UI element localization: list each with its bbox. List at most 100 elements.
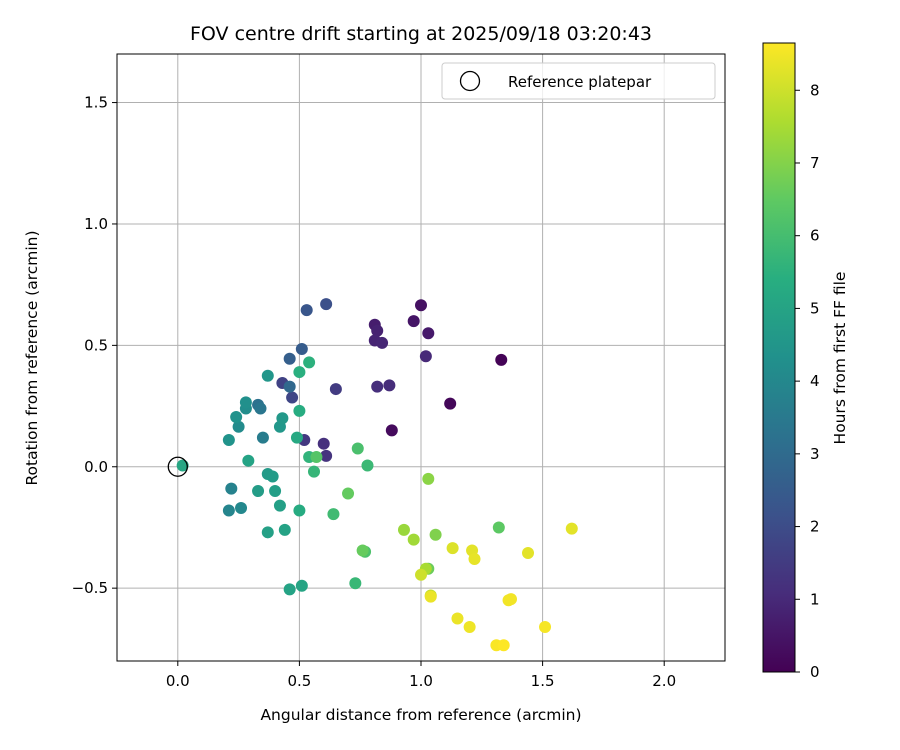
colorbar-frame	[762, 42, 796, 673]
data-point	[468, 553, 481, 566]
data-point	[451, 612, 464, 625]
colorbar	[763, 43, 795, 672]
data-point	[327, 508, 340, 521]
data-point	[351, 442, 364, 455]
x-axis-label: Angular distance from reference (arcmin)	[260, 706, 581, 724]
data-point	[415, 568, 427, 581]
data-point	[266, 470, 279, 483]
data-point	[310, 451, 323, 464]
colorbar-tick-label: 4	[810, 372, 820, 390]
data-point	[497, 639, 510, 652]
data-point	[222, 504, 235, 517]
colorbar-tick-label: 2	[810, 518, 820, 536]
data-point	[293, 404, 306, 417]
data-point	[273, 499, 286, 512]
legend-box	[441, 62, 716, 100]
data-point	[222, 434, 235, 447]
data-point	[407, 533, 420, 546]
data-point	[252, 485, 265, 498]
data-point	[320, 298, 333, 311]
data-point	[424, 590, 437, 603]
data-point	[225, 482, 238, 495]
reference-marker-layer	[167, 456, 188, 477]
data-point	[361, 459, 374, 472]
x-tick-label: 0.0	[166, 672, 190, 690]
data-point	[356, 544, 369, 557]
data-point	[349, 577, 362, 590]
y-tick-label: 0.0	[84, 458, 108, 476]
reference-platepar-marker	[167, 456, 188, 477]
colorbar-tick-label: 7	[810, 154, 820, 172]
data-point	[278, 523, 291, 536]
data-point	[383, 379, 396, 392]
colorbar-tick-label: 8	[810, 81, 820, 99]
data-point	[565, 522, 578, 535]
data-point	[290, 431, 303, 444]
data-point	[342, 487, 355, 500]
data-point	[261, 369, 274, 382]
data-point	[446, 542, 459, 555]
y-tick-label: 1.0	[84, 215, 108, 233]
x-tick-label: 2.0	[652, 672, 676, 690]
data-point	[276, 412, 289, 425]
data-point	[256, 431, 269, 444]
data-point	[407, 315, 420, 328]
data-point	[492, 521, 505, 534]
data-point	[320, 449, 333, 462]
data-point	[419, 350, 432, 363]
legend-reference-marker	[459, 70, 481, 92]
x-tick-label: 0.5	[287, 672, 311, 690]
data-point	[329, 383, 342, 396]
colorbar-ticks: 0 1 2 3 4 5 6 7 8	[795, 81, 820, 681]
y-tick-label: −0.5	[72, 579, 108, 597]
legend-label-reference: Reference platepar	[508, 73, 652, 91]
data-point	[283, 352, 296, 365]
data-point	[295, 579, 308, 592]
data-point	[397, 523, 410, 536]
data-point	[269, 485, 282, 498]
data-point	[376, 336, 389, 349]
data-point	[371, 324, 384, 337]
data-point	[422, 472, 435, 485]
data-point	[539, 621, 552, 634]
data-point	[283, 380, 296, 393]
y-tick-label: 1.5	[84, 94, 108, 112]
data-point	[422, 327, 435, 340]
data-point	[307, 465, 320, 478]
data-point	[385, 424, 398, 437]
data-point	[522, 546, 535, 559]
y-tick-label: 0.5	[84, 336, 108, 354]
x-tick-label: 1.5	[531, 672, 555, 690]
colorbar-tick-label: 0	[810, 663, 820, 681]
data-point	[317, 437, 330, 450]
data-point	[504, 593, 517, 606]
data-point	[463, 621, 476, 634]
data-point	[293, 504, 306, 517]
colorbar-tick-label: 3	[810, 445, 820, 463]
data-point	[429, 528, 442, 541]
legend: Reference platepar	[441, 62, 716, 100]
data-point	[242, 454, 255, 467]
data-point	[239, 396, 252, 409]
data-point	[444, 397, 457, 410]
data-point	[286, 391, 299, 404]
data-point	[254, 402, 267, 415]
chart-title: FOV centre drift starting at 2025/09/18 …	[190, 23, 652, 45]
data-point	[261, 526, 274, 539]
y-axis-label: Rotation from reference (arcmin)	[23, 230, 41, 485]
data-point	[303, 356, 316, 369]
colorbar-label: Hours from first FF file	[831, 272, 849, 445]
data-point	[230, 410, 243, 423]
data-point	[235, 502, 248, 515]
colorbar-tick-label: 5	[810, 299, 820, 317]
data-point	[371, 380, 384, 393]
scatter-points	[176, 298, 578, 652]
colorbar-tick-label: 6	[810, 227, 820, 245]
data-point	[295, 343, 308, 356]
x-tick-label: 1.0	[409, 672, 433, 690]
x-axis-ticks: 0.0 0.5 1.0 1.5 2.0	[166, 661, 676, 690]
y-axis-ticks: −0.5 0.0 0.5 1.0 1.5	[72, 94, 117, 597]
data-point	[293, 366, 306, 379]
data-point	[300, 304, 313, 317]
